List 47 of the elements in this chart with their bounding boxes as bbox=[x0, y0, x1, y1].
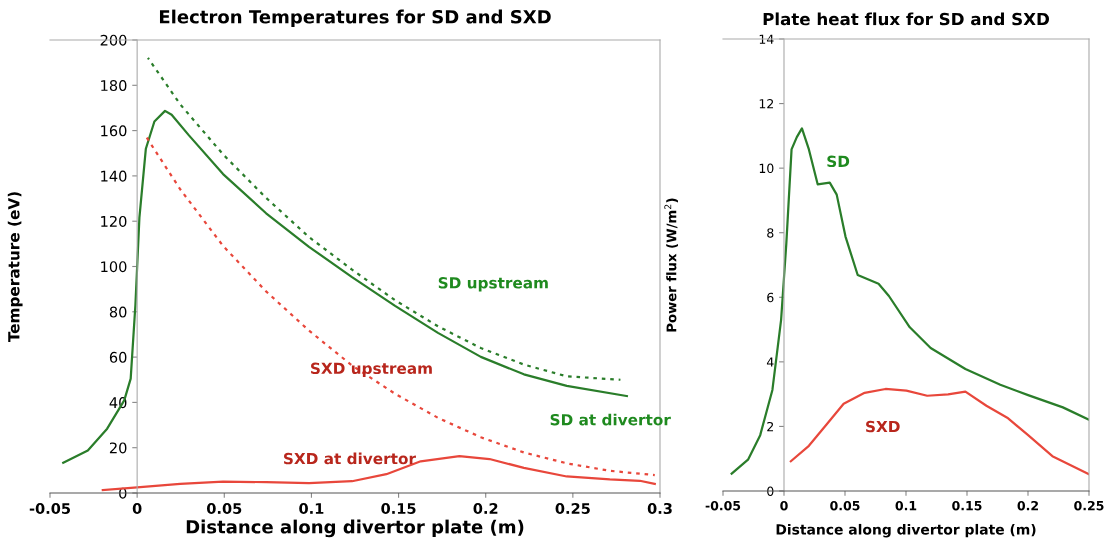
y-tick-label: 12 bbox=[759, 99, 774, 109]
x-tick-label: 0.15 bbox=[381, 502, 416, 515]
y-axis-title: Power flux (W/m$^{2}$) bbox=[664, 198, 678, 332]
series-label: SXD upstream bbox=[311, 362, 432, 378]
series-label: SD at divertor bbox=[550, 413, 671, 426]
x-axis-title: Distance along divertor plate (m) bbox=[776, 523, 1036, 538]
line-series bbox=[789, 387, 1089, 476]
chart-title: Plate heat flux for SD and SXD bbox=[763, 12, 1049, 26]
x-tick-label: 0.2 bbox=[473, 502, 498, 515]
x-tick-label: 0.15 bbox=[952, 500, 982, 511]
line-series bbox=[146, 56, 622, 381]
x-tick-label: -0.05 bbox=[705, 500, 741, 511]
x-tick-label: 0.25 bbox=[555, 502, 590, 515]
y-tick-label: 20 bbox=[109, 442, 127, 454]
y-tick-label: 0 bbox=[767, 486, 774, 496]
x-axis-title: Distance along divertor plate (m) bbox=[186, 519, 524, 538]
x-tick-label: 0.05 bbox=[206, 502, 242, 515]
y-tick-label: 8 bbox=[767, 228, 774, 238]
y-tick-label: 60 bbox=[109, 351, 127, 363]
y-tick-label: 10 bbox=[759, 163, 774, 174]
series-label: SXD at divertor bbox=[284, 452, 416, 465]
y-tick-label: 100 bbox=[101, 261, 127, 273]
chart-title: Electron Temperatures for SD and SXD bbox=[159, 9, 551, 28]
line-series bbox=[730, 127, 1089, 475]
x-tick-label: 0 bbox=[132, 502, 142, 515]
y-tick-label: 4 bbox=[766, 357, 774, 367]
y-axis-title: Temperature (eV) bbox=[7, 192, 23, 343]
y-tick-label: 160 bbox=[101, 125, 127, 137]
x-tick-label: 0.25 bbox=[1074, 500, 1104, 511]
y-tick-label: 140 bbox=[101, 170, 127, 182]
series-label: SD bbox=[827, 155, 850, 168]
x-tick-label: 0.1 bbox=[299, 502, 324, 515]
x-tick-label: -0.05 bbox=[29, 502, 70, 515]
x-tick-label: 0.1 bbox=[895, 500, 917, 511]
y-tick-label: 120 bbox=[101, 215, 127, 227]
y-tick-label: 80 bbox=[109, 306, 127, 318]
x-tick-label: 0 bbox=[780, 500, 788, 511]
x-tick-label: 0.3 bbox=[647, 502, 672, 515]
series-label: SD upstream bbox=[438, 277, 548, 292]
series-label: SXD bbox=[866, 420, 900, 433]
y-tick-label: 200 bbox=[100, 34, 127, 46]
y-tick-label: 2 bbox=[767, 421, 774, 432]
y-tick-label: 180 bbox=[101, 80, 127, 92]
y-tick-label: 14 bbox=[759, 34, 774, 44]
x-tick-label: 0.05 bbox=[830, 500, 860, 511]
x-tick-label: 0.2 bbox=[1017, 500, 1038, 511]
y-tick-label: 6 bbox=[767, 292, 774, 303]
